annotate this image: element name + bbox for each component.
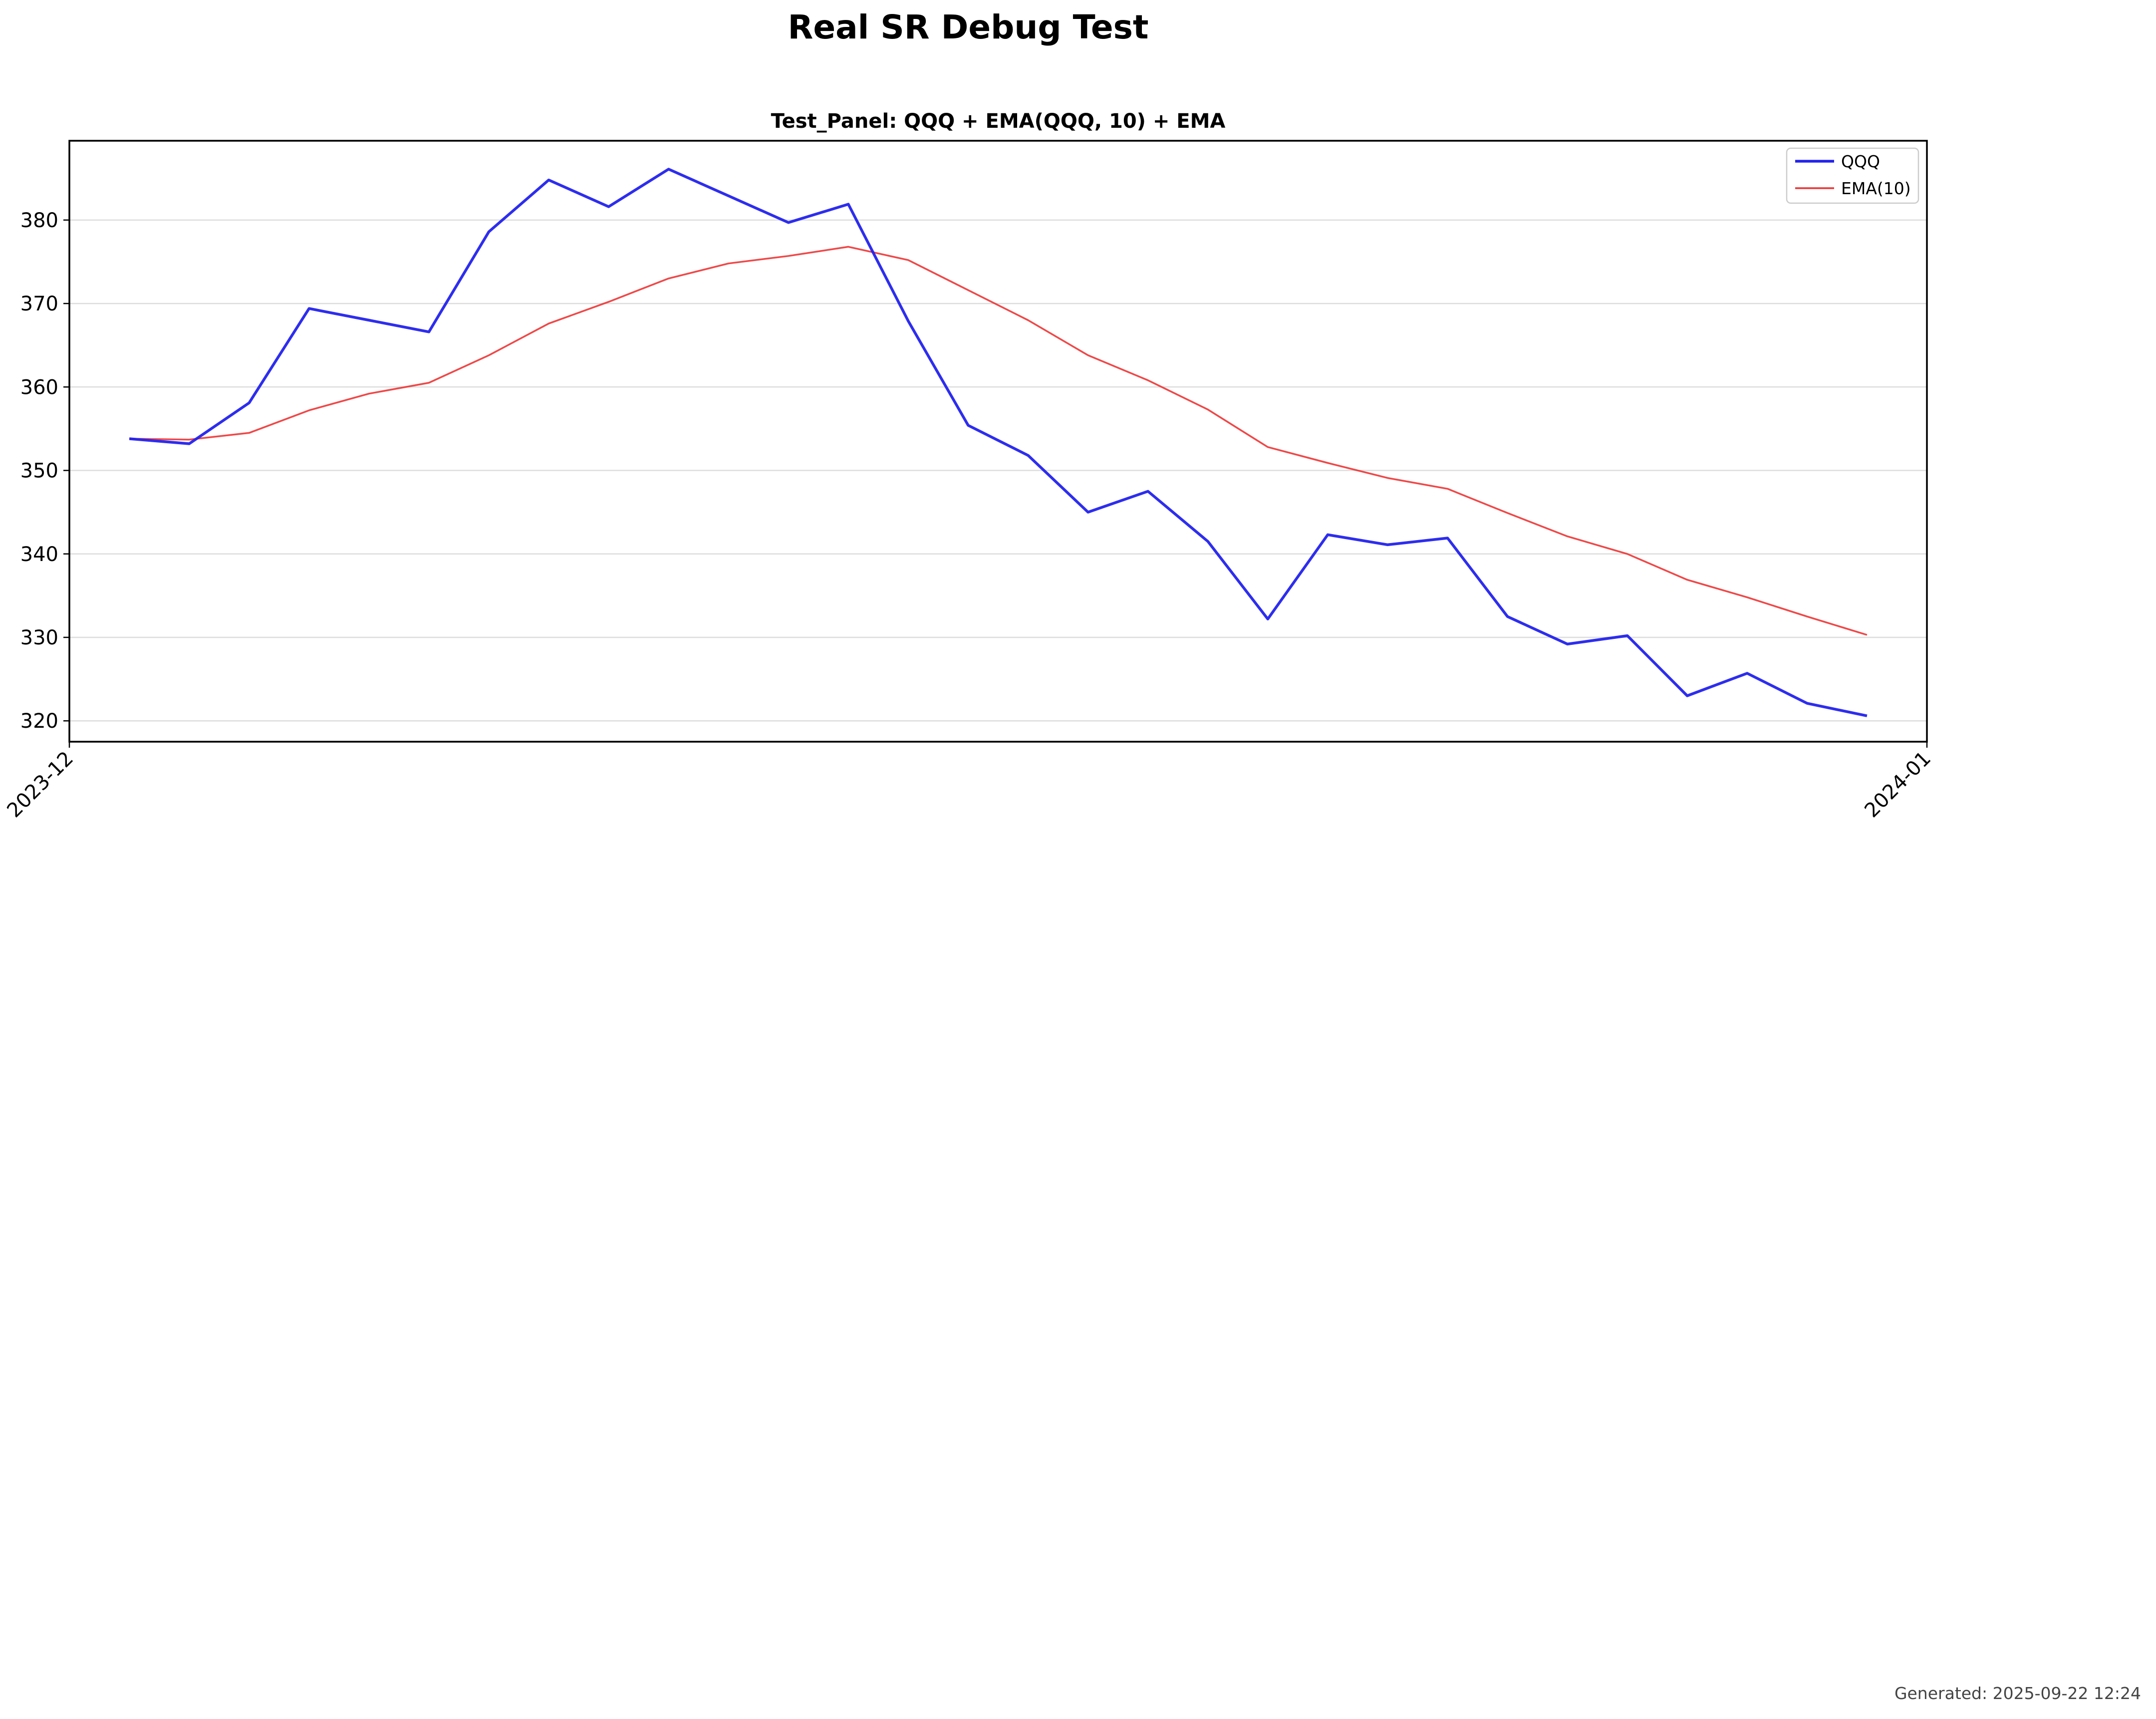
y-tick-label: 360 (20, 376, 58, 399)
plot-frame (68, 140, 1928, 743)
y-axis: 320 330 340 350 360 370 380 (20, 209, 69, 733)
series-line-ema (129, 246, 1868, 636)
legend-label-ema: EMA(10) (1841, 179, 1911, 198)
y-tick-label: 370 (20, 292, 58, 315)
generated-timestamp: Generated: 2025-09-22 12:24 (1894, 1684, 2141, 1703)
chart-title: Real SR Debug Test (788, 8, 1149, 46)
y-tick-label: 330 (20, 626, 58, 649)
y-tick-label: 350 (20, 460, 58, 483)
legend: QQQ EMA(10) (1786, 147, 1919, 204)
series-line-qqq (129, 168, 1868, 717)
panel-title: Test_Panel: QQQ + EMA(QQQ, 10) + EMA (771, 110, 1226, 133)
y-tick-label: 320 (20, 710, 58, 733)
y-tick-label: 340 (20, 543, 58, 566)
y-tick-label: 380 (20, 209, 58, 232)
plot-lines (129, 168, 1868, 717)
grid-lines (69, 219, 1927, 722)
legend-label-qqq: QQQ (1841, 152, 1880, 171)
